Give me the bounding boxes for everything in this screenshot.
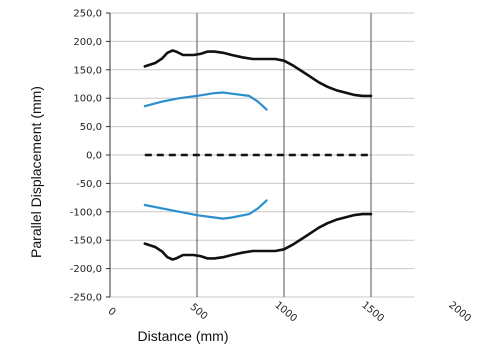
y-tick-label: 150,0 (73, 65, 102, 76)
y-tick-label: 100,0 (73, 94, 102, 105)
series-line-1 (143, 49, 373, 98)
y-tick-label: 250,0 (73, 9, 102, 20)
y-tick-label: -50,0 (76, 179, 102, 190)
x-tick-label: 1000 (272, 300, 299, 325)
x-tick-label: 1500 (359, 300, 386, 325)
y-tick-label: -200,0 (70, 264, 102, 275)
series-line-4 (143, 199, 268, 220)
y-tick-label: -250,0 (70, 293, 102, 304)
y-tick-label: 50,0 (80, 122, 102, 133)
y-tick-labels: 250,0 200,0 150,0 100,0 50,0 0,0 -50,0 -100,0 -1… (70, 9, 102, 304)
grid (110, 12, 415, 298)
series-line-5 (143, 212, 373, 261)
x-tick-label: 500 (188, 302, 210, 323)
x-tick-labels: 0 500 1000 1500 2000 (106, 300, 473, 325)
x-tick-label: 0 (106, 306, 118, 319)
y-tick-label: -100,0 (70, 207, 102, 218)
series-group (143, 49, 373, 261)
axes (106, 12, 111, 298)
y-tick-label: 0,0 (86, 151, 102, 162)
series-line-2 (143, 91, 268, 111)
x-tick-label: 2000 (446, 300, 473, 325)
x-axis-title: Distance (mm) (137, 328, 228, 344)
y-tick-label: -150,0 (70, 236, 102, 247)
y-axis-title: Parallel Displacement (mm) (28, 86, 44, 258)
y-tick-label: 200,0 (73, 37, 102, 48)
